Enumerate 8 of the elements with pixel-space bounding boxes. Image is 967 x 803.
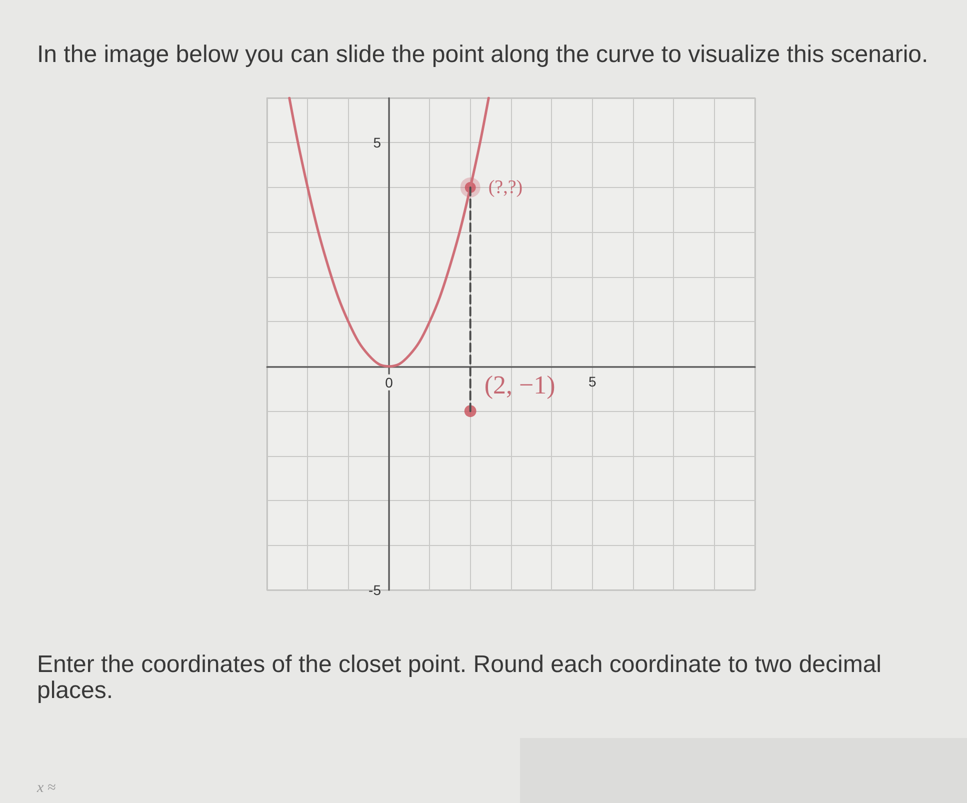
annotation: (?,?) [488,176,523,198]
x-tick-label: 0 [385,374,394,390]
annotation: (2, −1) [484,370,556,400]
y-tick-label: -5 [368,582,382,598]
text: Enter the coordinates of the closet point. Round each coordinate to two decimal places. [37,651,883,704]
chart-title: In the image below you can slide the point along the curve to visualize this scenario. [37,41,928,69]
line-series [288,96,490,368]
text: x ≈ [37,780,56,797]
